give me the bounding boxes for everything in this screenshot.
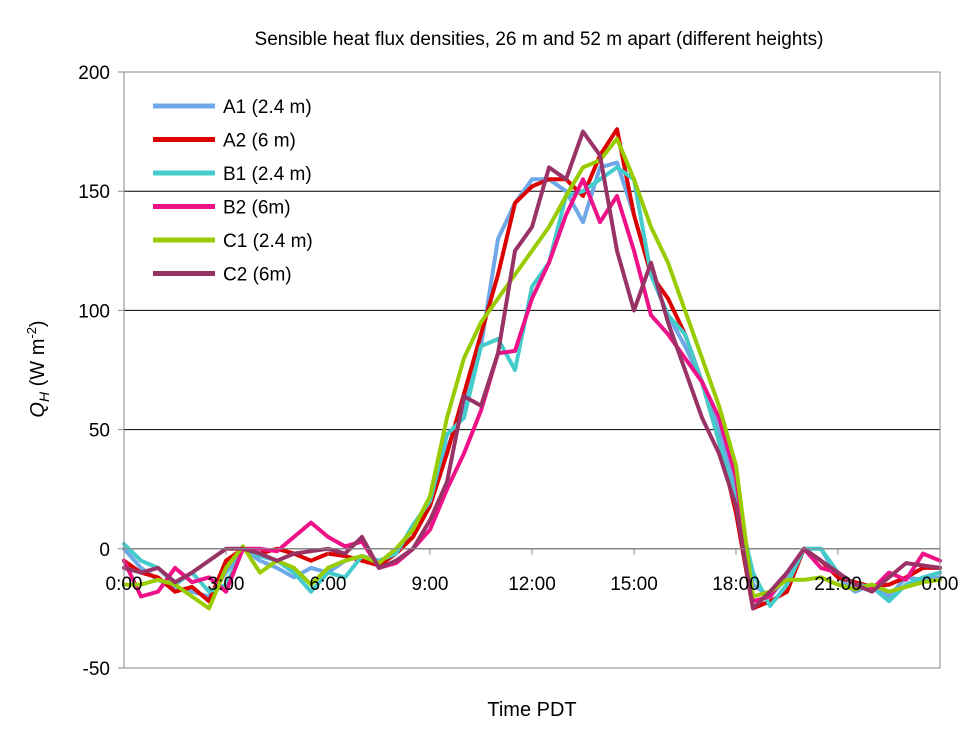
plot-background [124, 72, 940, 668]
legend-item: A1 (2.4 m) [153, 97, 312, 118]
legend-item: B2 (6m) [153, 198, 291, 219]
y-axis-title-subscript: H [36, 391, 52, 402]
legend-label: B1 (2.4 m) [223, 164, 312, 185]
x-axis-title: Time PDT [487, 699, 576, 721]
legend-item: C1 (2.4 m) [153, 231, 313, 252]
y-tick-label: 100 [78, 301, 110, 322]
y-axis-title: QH (W m-2) [24, 320, 52, 417]
x-tick-label: 18:00 [712, 574, 760, 595]
x-tick-label: 12:00 [508, 574, 556, 595]
y-axis-title-symbol: Q [27, 402, 49, 418]
legend-item: A2 (6 m) [153, 131, 296, 152]
legend-label: C1 (2.4 m) [223, 231, 313, 252]
x-tick-label: 3:00 [208, 574, 245, 595]
legend-label: C2 (6m) [223, 265, 292, 286]
y-axis-title-superscript: -2 [24, 327, 39, 339]
y-tick-label: 0 [99, 540, 110, 561]
legend-label: B2 (6m) [223, 198, 291, 219]
x-tick-label: 15:00 [610, 574, 658, 595]
y-tick-label: 200 [78, 63, 110, 84]
x-axis: 0:00 3:00 6:00 9:00 12:00 15:00 18:00 21:00 0:00 [106, 548, 959, 595]
y-tick-label: 150 [78, 182, 110, 203]
y-axis: -50 0 50 100 150 200 [78, 63, 125, 680]
legend-item: B1 (2.4 m) [153, 164, 312, 185]
x-tick-label: 21:00 [814, 574, 862, 595]
x-tick-label: 9:00 [412, 574, 449, 595]
x-tick-label: 0:00 [922, 574, 959, 595]
chart-title: Sensible heat flux densities, 26 m and 5… [255, 29, 824, 50]
y-tick-label: 50 [89, 421, 110, 442]
x-tick-label: 0:00 [106, 574, 143, 595]
series-line-5 [122, 136, 942, 611]
legend-label: A2 (6 m) [223, 131, 296, 152]
plot-area [122, 71, 942, 669]
legend: A1 (2.4 m) A2 (6 m) B1 (2.4 m) B2 (6m) C1 (2… [153, 97, 313, 286]
y-tick-label: -50 [83, 659, 110, 680]
legend-label: A1 (2.4 m) [223, 97, 312, 118]
legend-item: C2 (6m) [153, 265, 292, 286]
x-tick-label: 6:00 [310, 574, 347, 595]
y-axis-title-unit: (W m [27, 339, 49, 392]
y-axis-title-close: ) [27, 320, 49, 327]
